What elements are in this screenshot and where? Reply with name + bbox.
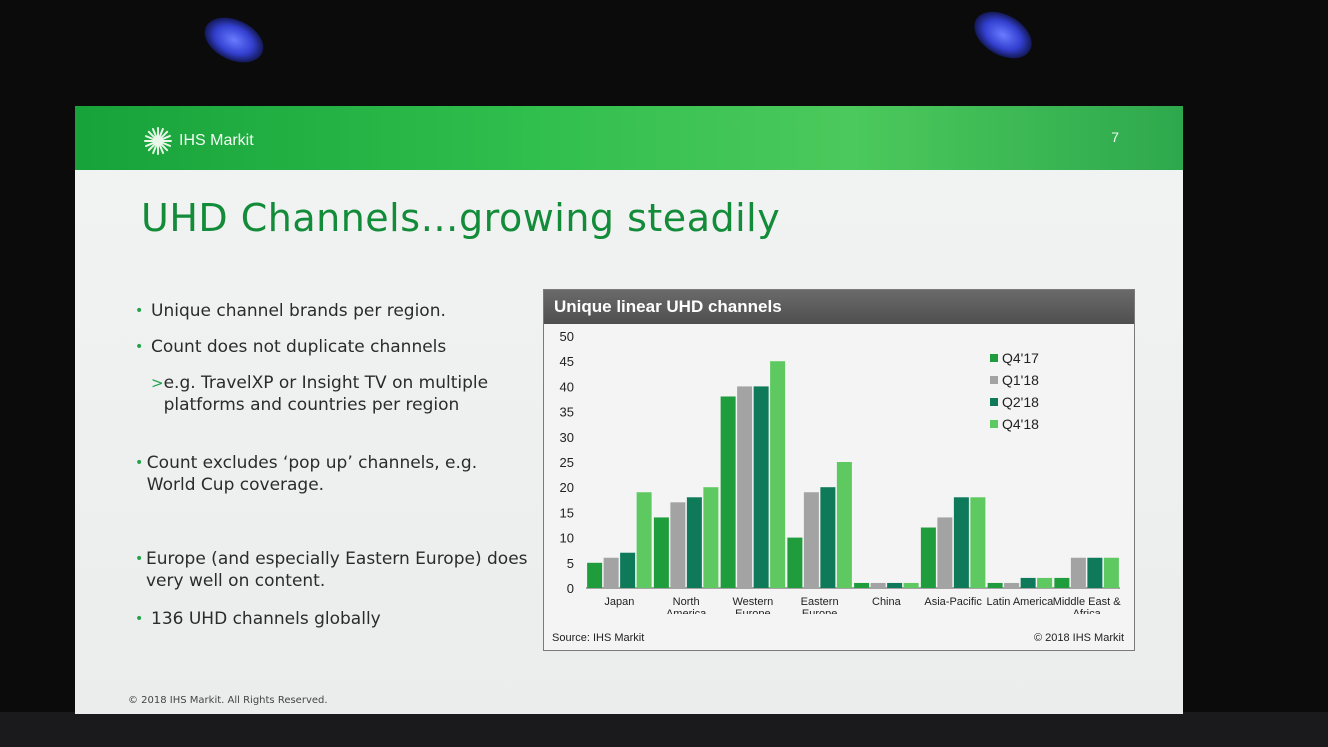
bar-chart: 0 5 10 15 20 25 30 35 40 45 50 Japan North America Wes… [560,329,1122,614]
y-tick-label: 25 [560,455,574,470]
chart-title: Unique linear UHD channels [554,297,782,316]
bar [686,497,702,588]
bar [1020,577,1036,588]
chart-copyright: © 2018 IHS Markit [1033,632,1124,644]
header-band: IHS Markit 7 [75,106,1183,170]
y-tick-label: 5 [567,556,574,571]
logo-starburst-icon [143,126,173,156]
bullet-item: • Europe (and especially Eastern Europe)… [135,548,535,592]
bar [937,517,953,588]
bar [970,497,986,588]
y-tick-label: 35 [560,405,574,420]
x-tick-label: North America [666,596,707,614]
y-tick-label: 15 [560,505,574,520]
y-tick-label: 45 [560,354,574,369]
legend-label: Q1'18 [1002,372,1039,388]
chart-header: Unique linear UHD channels [544,290,1134,324]
footer-copyright: © 2018 IHS Markit. All Rights Reserved. [128,695,328,706]
legend-swatch [990,376,998,384]
page-number: 7 [1111,129,1119,145]
logo-text: IHS Markit [179,132,254,149]
chevron-right-icon: > [151,374,164,392]
x-tick-label: Asia-Pacific [924,596,982,608]
bullet-dot-icon: • [135,455,144,471]
y-tick-label: 0 [567,581,574,596]
bullet-dot-icon: • [135,339,144,355]
bar [636,492,652,588]
bar [903,582,919,588]
chart-source: Source: IHS Markit [552,632,645,644]
legend-label: Q4'17 [1002,350,1039,366]
bar [1054,577,1070,588]
bullet-dot-icon: • [135,303,144,319]
bar [987,582,1003,588]
bullet-text: Europe (and especially Eastern Europe) d… [146,549,528,591]
bullet-text: Unique channel brands per region. [151,301,446,321]
y-tick-label: 10 [560,531,574,546]
y-tick-label: 30 [560,430,574,445]
bar [836,462,852,588]
legend-label: Q4'18 [1002,416,1039,432]
stage-floor [0,712,1328,747]
bar [770,361,786,588]
bullet-item: • Count excludes ‘pop up’ channels, e.g.… [135,452,525,496]
stage-light-left [197,8,271,72]
bullet-text: Count does not duplicate channels [151,337,447,357]
bar [603,557,619,588]
x-tick-label: Eastern Europe [801,596,839,614]
y-tick-label: 40 [560,379,574,394]
bullet-item: • Unique channel brands per region. [135,300,446,322]
legend-swatch [990,398,998,406]
bar [720,396,736,588]
bullet-item: • 136 UHD channels globally [135,608,381,630]
bullet-item: • Count does not duplicate channels [135,336,446,358]
bar [703,487,719,588]
chart-panel: Unique linear UHD channels 0 5 10 15 20 25 30 3… [543,289,1135,651]
bullet-dot-icon: • [135,551,144,567]
bar [1037,577,1053,588]
bar [953,497,969,588]
bullet-dot-icon: • [135,611,144,627]
bar [920,527,936,588]
bar [870,582,886,588]
bar [820,487,836,588]
stage-light-right [966,2,1040,68]
bar [620,552,636,588]
bar [753,386,769,588]
x-tick-label: Western Europe [732,596,773,614]
x-tick-label: Latin America [987,596,1055,608]
x-tick-label: China [872,596,902,608]
y-tick-label: 20 [560,480,574,495]
bar [887,582,903,588]
bar [653,517,669,588]
bar [803,492,819,588]
x-tick-label: Japan [604,596,634,608]
ihs-markit-logo: IHS Markit [143,126,254,156]
legend-label: Q2'18 [1002,394,1039,410]
legend-swatch [990,420,998,428]
bar [1103,557,1119,588]
x-tick-label: Middle East & Africa [1053,596,1122,614]
sub-bullet-item: > e.g. TravelXP or Insight TV on multipl… [151,372,511,416]
bar [854,582,870,588]
slide-title: UHD Channels…growing steadily [141,196,781,240]
bar [670,502,686,588]
presentation-slide: IHS Markit 7 UHD Channels…growing steadi… [75,106,1183,714]
bar [1070,557,1086,588]
bullet-text: e.g. TravelXP or Insight TV on multiple … [163,373,489,415]
bullet-text: 136 UHD channels globally [151,609,381,629]
bar [737,386,753,588]
bar [587,562,603,588]
bar [787,537,803,588]
bar [1004,582,1020,588]
legend-swatch [990,354,998,362]
bullet-text: Count excludes ‘pop up’ channels, e.g. W… [146,453,478,495]
y-tick-label: 50 [560,329,574,344]
bar [1087,557,1103,588]
